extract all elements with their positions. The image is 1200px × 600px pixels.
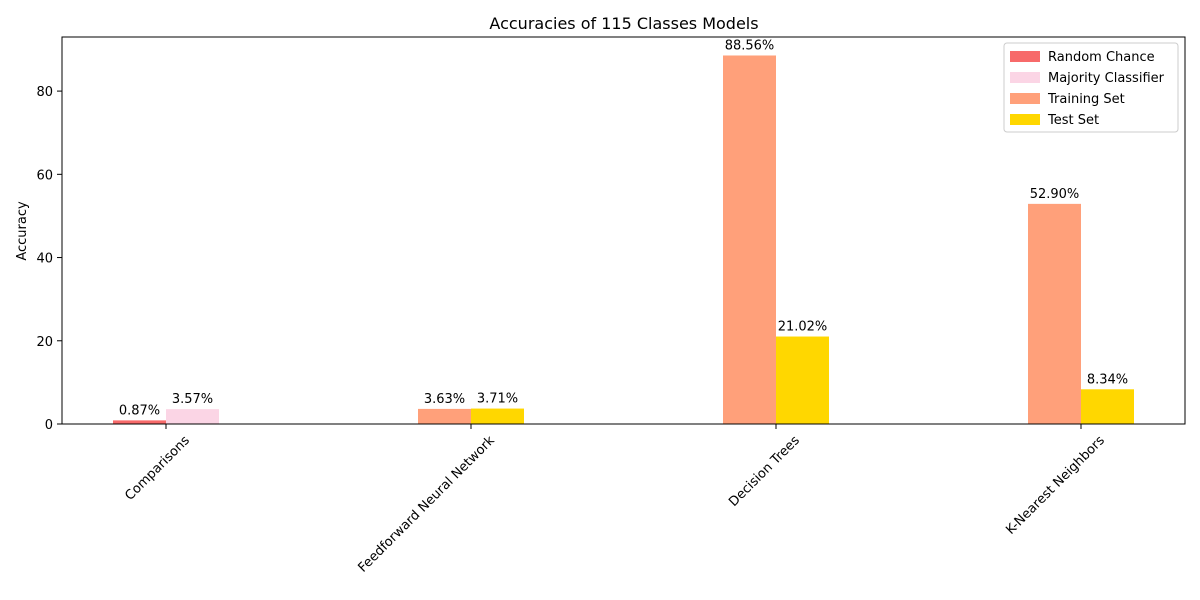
- legend-swatch-majority-classifier: [1010, 72, 1040, 83]
- data-label-2-2: 88.56%: [725, 38, 775, 53]
- bar-majority-classifier-0: [166, 409, 219, 424]
- legend-swatch-training-set: [1010, 93, 1040, 104]
- bar-test-set-2: [776, 336, 829, 424]
- bar-random-chance-0: [113, 420, 166, 424]
- x-tick-label: Feedforward Neural Network: [355, 433, 498, 576]
- data-label-1-3: 3.71%: [477, 392, 518, 407]
- legend-swatch-random-chance: [1010, 51, 1040, 62]
- bar-training-set-1: [418, 408, 471, 424]
- y-tick-label: 20: [36, 335, 53, 350]
- y-axis-ticks: 0 20 40 60 80: [36, 85, 62, 433]
- x-tick-label: Comparisons: [122, 433, 193, 504]
- bars-group: [113, 55, 1134, 424]
- legend-swatch-test-set: [1010, 114, 1040, 125]
- legend: Random Chance Majority Classifier Training…: [1003, 42, 1179, 133]
- legend-label-majority-classifier: Majority Classifier: [1048, 71, 1165, 86]
- data-label-2-3: 21.02%: [778, 320, 828, 335]
- plot-area-frame: [61, 36, 1186, 425]
- legend-label-random-chance: Random Chance: [1048, 50, 1155, 65]
- y-axis-label: Accuracy: [15, 201, 30, 261]
- legend-box: [1003, 42, 1179, 133]
- x-axis-ticks: Comparisons Feedforward Neural Network Dec…: [122, 424, 1108, 576]
- x-tick-label: Decision Trees: [726, 433, 803, 510]
- y-tick-label: 60: [36, 168, 53, 183]
- y-tick-label: 80: [36, 85, 53, 100]
- data-label-0-1: 3.57%: [172, 392, 213, 407]
- bar-training-set-3: [1028, 203, 1081, 424]
- data-label-1-2: 3.63%: [424, 392, 465, 407]
- chart-title: Accuracies of 115 Classes Models: [489, 14, 758, 33]
- bar-test-set-3: [1081, 389, 1134, 424]
- y-tick-label: 40: [36, 252, 53, 267]
- y-tick-label: 0: [45, 418, 53, 433]
- legend-label-training-set: Training Set: [1047, 92, 1125, 107]
- x-tick-label: K-Nearest Neighbors: [1003, 433, 1108, 538]
- data-label-3-3: 8.34%: [1087, 372, 1128, 387]
- data-labels-group: 0.87% 3.57% 3.63% 3.71% 88.56% 21.02% 52.90% 8.…: [119, 38, 1128, 418]
- data-label-0-0: 0.87%: [119, 403, 160, 418]
- bar-test-set-1: [471, 408, 524, 424]
- bar-training-set-2: [723, 55, 776, 424]
- data-label-3-2: 52.90%: [1030, 187, 1080, 202]
- legend-label-test-set: Test Set: [1047, 113, 1099, 128]
